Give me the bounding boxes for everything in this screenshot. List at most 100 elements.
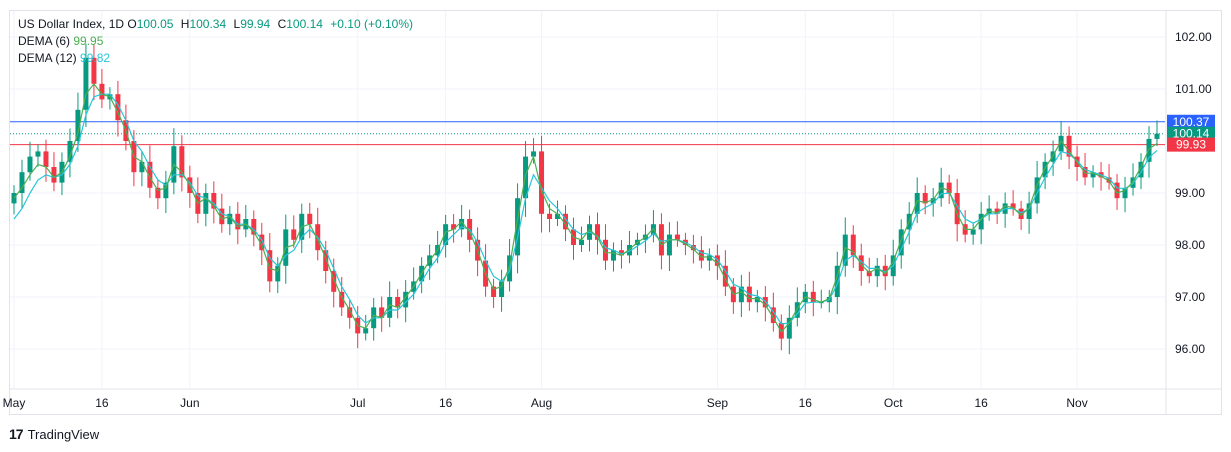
x-tick-label: 16 bbox=[974, 396, 988, 410]
y-tick-label: 101.00 bbox=[1175, 82, 1212, 96]
candle-body bbox=[491, 286, 497, 297]
candle-body bbox=[75, 109, 81, 141]
close-label: C bbox=[277, 17, 287, 31]
candle-body bbox=[1090, 172, 1096, 178]
candle-body bbox=[179, 146, 185, 178]
candle-body bbox=[163, 182, 169, 199]
candle-body bbox=[946, 182, 952, 193]
candle-body bbox=[786, 317, 792, 339]
candle-body bbox=[874, 265, 880, 277]
candle-body bbox=[882, 265, 888, 277]
candle-body bbox=[1058, 135, 1064, 152]
candle-body bbox=[67, 141, 73, 162]
candle-body bbox=[227, 213, 233, 225]
open-label: O bbox=[127, 17, 137, 31]
candle-body bbox=[547, 213, 553, 219]
candle-body bbox=[610, 250, 616, 261]
x-tick-label: 16 bbox=[799, 396, 813, 410]
candle-body bbox=[970, 229, 976, 235]
candle-body bbox=[51, 167, 57, 183]
price-label-text: 100.14 bbox=[1173, 127, 1210, 141]
candle-body bbox=[27, 156, 33, 173]
candle-body bbox=[19, 172, 25, 193]
y-tick-label: 99.00 bbox=[1175, 186, 1205, 200]
candle-body bbox=[1146, 138, 1152, 162]
candle-body bbox=[914, 193, 920, 214]
candle-body bbox=[339, 291, 345, 308]
price-label-box bbox=[1167, 137, 1215, 152]
candle-body bbox=[403, 291, 409, 308]
x-tick-label: Oct bbox=[884, 396, 903, 410]
candle-body bbox=[531, 151, 537, 157]
candle-body bbox=[706, 255, 712, 261]
candle-body bbox=[1138, 161, 1144, 178]
price-label-box bbox=[1167, 126, 1215, 141]
candle-body bbox=[499, 281, 505, 297]
open-value: 100.05 bbox=[136, 17, 174, 31]
candle-body bbox=[1034, 177, 1040, 204]
y-tick-label: 98.00 bbox=[1175, 238, 1205, 252]
candle-body bbox=[147, 161, 153, 188]
price-label-box bbox=[1167, 114, 1215, 129]
candle-body bbox=[459, 219, 465, 230]
candle-body bbox=[898, 229, 904, 256]
candle-body bbox=[139, 161, 145, 173]
x-tick-label: May bbox=[3, 396, 26, 410]
candle-body bbox=[930, 198, 936, 204]
candle-body bbox=[211, 193, 217, 209]
candle-body bbox=[203, 193, 209, 214]
y-tick-label: 96.00 bbox=[1175, 342, 1205, 356]
candle-body bbox=[938, 182, 944, 199]
candle-body bbox=[922, 193, 928, 204]
price-label-text: 100.37 bbox=[1173, 115, 1210, 129]
candle-body bbox=[1010, 203, 1016, 209]
tradingview-logo-icon: 17 bbox=[9, 426, 24, 442]
symbol-title: US Dollar Index, 1D bbox=[18, 17, 125, 31]
candle-body bbox=[579, 239, 585, 245]
candle-body bbox=[810, 291, 816, 303]
candle-body bbox=[291, 229, 297, 240]
candle-body bbox=[666, 234, 672, 256]
high-value: 100.34 bbox=[189, 17, 227, 31]
y-tick-label: 102.00 bbox=[1175, 30, 1212, 44]
candle-body bbox=[770, 307, 776, 323]
candle-body bbox=[1066, 135, 1072, 157]
candle-body bbox=[1042, 161, 1048, 178]
change-value: +0.10 (+0.10%) bbox=[330, 17, 414, 31]
candle-body bbox=[1122, 187, 1128, 199]
candle-body bbox=[395, 297, 401, 308]
candle-body bbox=[690, 245, 696, 251]
dema6-value: 99.95 bbox=[73, 34, 104, 48]
x-tick-label: 16 bbox=[95, 396, 109, 410]
candle-body bbox=[267, 250, 273, 282]
tradingview-brand[interactable]: 17 TradingView bbox=[9, 426, 99, 442]
candle-body bbox=[1114, 182, 1120, 199]
candle-body bbox=[219, 208, 225, 225]
price-label-text: 99.93 bbox=[1176, 138, 1206, 152]
candle-body bbox=[866, 271, 872, 277]
candle-body bbox=[451, 224, 457, 230]
y-tick-label: 97.00 bbox=[1175, 290, 1205, 304]
candle-body bbox=[618, 250, 624, 256]
candle-body bbox=[722, 265, 728, 287]
candle-body bbox=[834, 265, 840, 297]
candle-body bbox=[626, 245, 632, 256]
candle-body bbox=[1154, 133, 1160, 139]
candle-body bbox=[347, 307, 353, 318]
candle-body bbox=[738, 286, 744, 303]
candle-body bbox=[155, 187, 161, 199]
dema12-line bbox=[13, 93, 1158, 325]
legend-ohlc: US Dollar Index, 1D O100.05 H100.34 L99.… bbox=[18, 16, 417, 32]
x-tick-label: Jul bbox=[350, 396, 365, 410]
candle-body bbox=[235, 213, 241, 230]
candle-body bbox=[251, 219, 257, 235]
candle-body bbox=[387, 297, 393, 318]
candle-body bbox=[563, 213, 569, 230]
low-value: 99.94 bbox=[240, 17, 271, 31]
candle-body bbox=[754, 297, 760, 303]
x-tick-label: 16 bbox=[439, 396, 453, 410]
candle-body bbox=[99, 83, 105, 100]
candle-body bbox=[698, 250, 704, 261]
dema6-line bbox=[13, 82, 1158, 333]
